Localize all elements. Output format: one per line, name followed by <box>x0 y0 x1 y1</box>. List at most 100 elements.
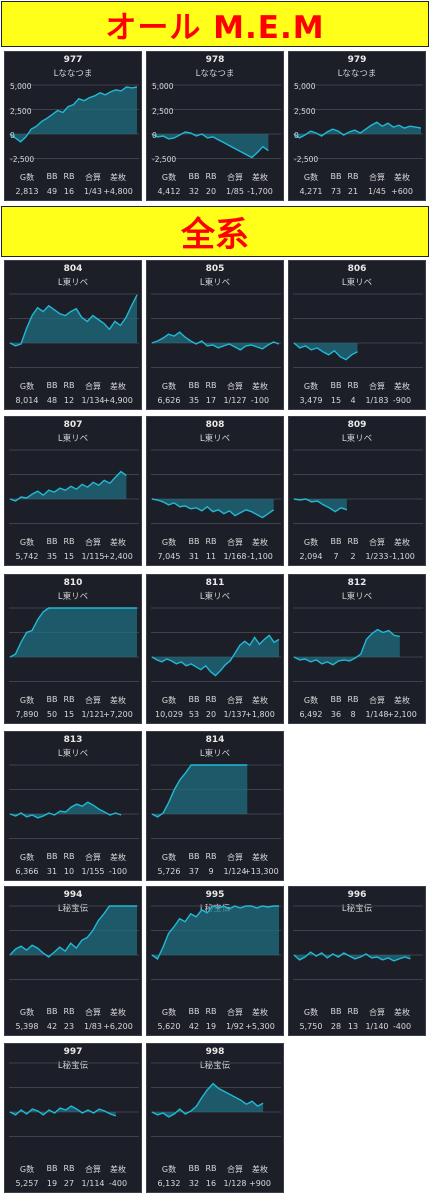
y-axis-label: 0 <box>294 131 299 140</box>
difference-area <box>294 629 400 665</box>
stat-value-g: 5,726 <box>157 867 181 876</box>
y-axis-label: 5,000 <box>152 82 174 91</box>
stat-value-diff: +900 <box>249 1179 271 1188</box>
stat-value-g: 6,132 <box>157 1179 181 1188</box>
difference-chart <box>9 607 139 682</box>
difference-chart <box>151 449 281 524</box>
difference-area <box>294 343 358 360</box>
difference-area <box>152 1083 264 1117</box>
stat-header-total: 合算 <box>227 1008 243 1017</box>
stat-header-total: 合算 <box>369 538 385 547</box>
stat-value-rb: 27 <box>63 1179 75 1188</box>
stat-value-bb: 7 <box>333 552 339 561</box>
y-axis-label: 0 <box>10 131 15 140</box>
stat-value-g: 5,257 <box>15 1179 39 1188</box>
stat-value-bb: 31 <box>188 552 200 561</box>
machine-panel-814: 814L東リベ5,0002,5000-2,500G数5,726BB37RB9合算… <box>146 731 284 881</box>
difference-line <box>151 331 280 351</box>
machine-number: 994 <box>63 890 83 900</box>
y-axis-label: 2,500 <box>152 107 174 116</box>
stat-value-g: 5,398 <box>15 1022 39 1031</box>
stat-header-g: G数 <box>303 382 319 391</box>
difference-line <box>151 634 280 677</box>
difference-chart <box>151 764 281 839</box>
stat-value-diff: +4,800 <box>103 187 133 196</box>
stat-header-rb: RB <box>63 852 75 861</box>
stat-header-g: G数 <box>19 173 35 182</box>
difference-area <box>152 906 279 959</box>
machine-number: 812 <box>347 578 367 588</box>
machine-name: Lななつま <box>53 69 93 79</box>
machine-panel-994: 994L秘宝伝5,0002,5000-2,500G数5,398BB42RB23合… <box>4 886 142 1036</box>
stat-header-total: 合算 <box>369 173 385 182</box>
machine-panel-804: 804L東リベ5,0002,5000-2,500G数8,014BB48RB12合… <box>4 260 142 410</box>
difference-line <box>293 342 358 361</box>
stat-header-rb: RB <box>63 172 75 181</box>
machine-number: 808 <box>205 420 225 430</box>
difference-area <box>294 499 347 512</box>
machine-name: Lななつま <box>195 69 235 79</box>
machine-name: L東リベ <box>199 592 231 602</box>
machine-name: L東リベ <box>57 434 89 444</box>
machine-name: L秘宝伝 <box>341 904 373 914</box>
stat-header-g: G数 <box>19 538 35 547</box>
stat-header-rb: RB <box>205 695 217 704</box>
stat-value-g: 7,045 <box>157 552 181 561</box>
stat-value-rb: 11 <box>205 552 217 561</box>
stat-value-total: 1/134 <box>81 396 105 405</box>
stat-header-total: 合算 <box>227 538 243 547</box>
difference-line <box>151 905 279 960</box>
stat-header-total: 合算 <box>85 1008 101 1017</box>
machine-name: L東リベ <box>57 592 89 602</box>
y-axis-label: -2,500 <box>294 155 319 164</box>
stat-header-total: 合算 <box>85 1165 101 1174</box>
stat-value-diff: -1,100 <box>247 552 273 561</box>
difference-line <box>293 951 411 962</box>
stat-header-bb: BB <box>188 852 200 861</box>
stat-value-bb: 37 <box>188 867 200 876</box>
stat-value-bb: 53 <box>188 710 200 719</box>
stat-value-diff: +13,300 <box>244 867 279 876</box>
stat-header-diff: 差枚 <box>110 1165 126 1174</box>
stat-header-diff: 差枚 <box>252 538 268 547</box>
machine-panel-812: 812L東リベ5,0002,5000-2,500G数6,492BB36RB8合算… <box>288 574 426 724</box>
stat-value-g: 4,271 <box>299 187 323 196</box>
stat-header-bb: BB <box>330 381 342 390</box>
machine-number: 813 <box>63 735 83 745</box>
machine-panel-806: 806L東リベ5,0002,5000-2,500G数3,479BB15RB4合算… <box>288 260 426 410</box>
stat-header-rb: RB <box>347 695 359 704</box>
stat-value-diff: +1,800 <box>245 710 275 719</box>
difference-line <box>151 764 248 818</box>
stat-header-bb: BB <box>330 172 342 181</box>
stat-value-rb: 4 <box>350 396 356 405</box>
stat-header-rb: RB <box>205 537 217 546</box>
stat-value-rb: 21 <box>347 187 359 196</box>
machine-panel-810: 810L東リベ5,0002,5000-2,500G数7,890BB50RB15合… <box>4 574 142 724</box>
difference-area <box>152 132 269 158</box>
stat-header-bb: BB <box>46 172 58 181</box>
stat-value-total: 1/183 <box>365 396 389 405</box>
difference-chart <box>293 905 423 980</box>
stat-header-total: 合算 <box>227 173 243 182</box>
stat-header-diff: 差枚 <box>110 538 126 547</box>
stat-value-g: 3,479 <box>299 396 323 405</box>
stat-header-g: G数 <box>19 382 35 391</box>
difference-chart <box>293 607 423 682</box>
stat-value-bb: 42 <box>46 1022 58 1031</box>
difference-area <box>10 471 127 501</box>
stat-header-g: G数 <box>161 538 177 547</box>
stat-value-bb: 50 <box>46 710 58 719</box>
stat-value-g: 6,492 <box>299 710 323 719</box>
stat-header-g: G数 <box>19 853 35 862</box>
machine-name: Lななつま <box>337 69 377 79</box>
stat-header-rb: RB <box>205 172 217 181</box>
stat-header-diff: 差枚 <box>110 173 126 182</box>
difference-chart <box>151 1062 281 1137</box>
machine-panel-977: 977 Lななつま 5,000 2,500 0 -2,500 G数 2,813 BB 49 RB 16… <box>4 51 142 201</box>
stat-value-total: 1/127 <box>223 396 247 405</box>
stat-header-rb: RB <box>63 381 75 390</box>
stat-value-rb: 13 <box>347 1022 359 1031</box>
stat-header-rb: RB <box>347 172 359 181</box>
machine-name: L東リベ <box>199 434 231 444</box>
stat-value-diff: +5,300 <box>245 1022 275 1031</box>
